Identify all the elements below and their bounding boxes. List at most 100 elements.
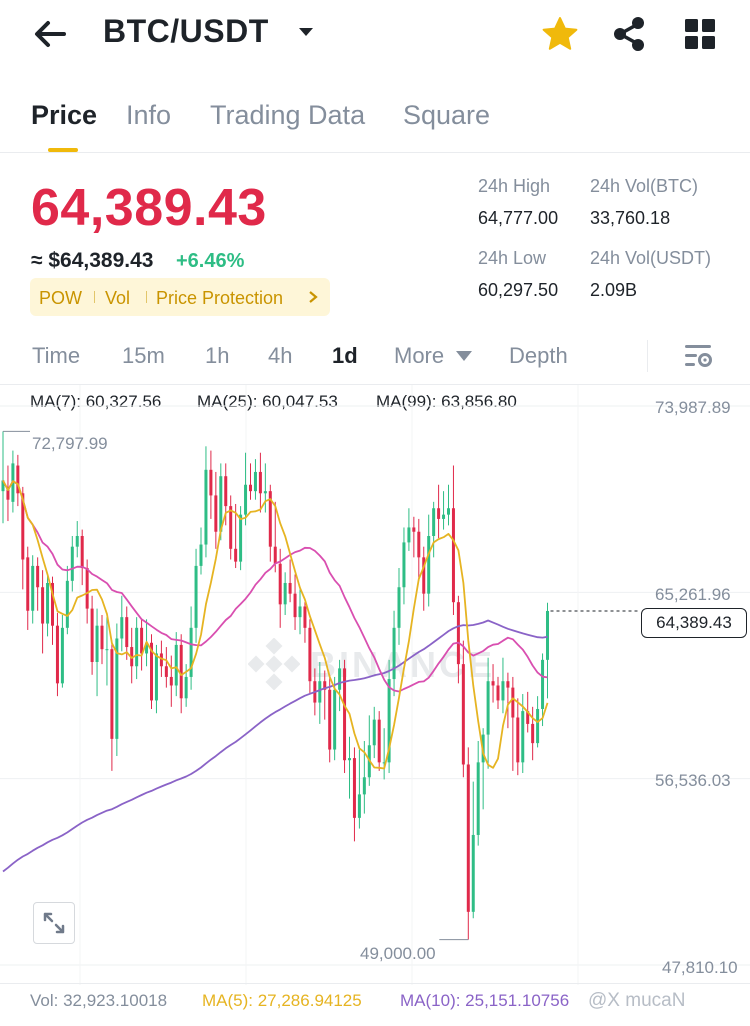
- candle-body: [41, 587, 45, 624]
- candle-body: [60, 627, 64, 684]
- candle-body: [51, 582, 54, 626]
- candle-body: [412, 527, 416, 532]
- candle-body: [333, 689, 337, 750]
- candle-body: [417, 531, 421, 558]
- interval-15m[interactable]: 15m: [122, 343, 165, 368]
- candle-body: [536, 708, 540, 744]
- tab-info[interactable]: Info: [126, 100, 172, 130]
- interval-time[interactable]: Time: [32, 343, 81, 368]
- share-icon[interactable]: [612, 16, 646, 52]
- candle-body: [372, 719, 376, 746]
- ma99-line: [2, 619, 548, 873]
- candle-body: [486, 681, 490, 735]
- tab-square[interactable]: Square: [403, 100, 491, 130]
- candle-body: [75, 536, 79, 547]
- candle-body: [506, 681, 510, 688]
- candle-body: [323, 681, 327, 690]
- candle-body: [362, 777, 366, 795]
- pair-title[interactable]: BTC/USDT: [103, 13, 269, 49]
- stat-low-label: 24h Low: [478, 248, 547, 268]
- star-icon[interactable]: [541, 16, 579, 52]
- fullscreen-button[interactable]: [33, 902, 75, 944]
- candle-body: [298, 606, 302, 618]
- candle-body: [224, 476, 228, 507]
- candle-body: [16, 465, 20, 494]
- candle-body: [189, 627, 193, 677]
- candle-body: [447, 508, 450, 515]
- candle-body: [194, 565, 198, 628]
- stat-vol-btc-value: 33,760.18: [590, 208, 671, 228]
- volume-ma10-label: MA(10): 25,151.10756: [400, 991, 570, 1010]
- candle-body: [239, 514, 243, 562]
- back-arrow-icon[interactable]: [32, 16, 68, 52]
- candle-body: [496, 685, 500, 701]
- interval-more[interactable]: More: [394, 343, 445, 368]
- tag-price-protection[interactable]: Price Protection: [156, 288, 284, 308]
- tag-divider: [94, 291, 95, 303]
- candle-body: [546, 610, 549, 660]
- candle-body: [437, 508, 441, 519]
- candlestick-chart[interactable]: [0, 385, 750, 985]
- candle-body: [229, 506, 233, 549]
- candle-body: [105, 649, 109, 651]
- candle-body: [387, 679, 391, 763]
- interval-1h[interactable]: 1h: [205, 343, 230, 368]
- grid-icon[interactable]: [684, 18, 716, 50]
- stat-low-value: 60,297.50: [478, 280, 559, 300]
- candle-body: [249, 484, 252, 492]
- tab-trading-data[interactable]: Trading Data: [210, 100, 366, 130]
- binance-logo-icon: [248, 638, 300, 690]
- candle-body: [169, 676, 173, 686]
- candle-body: [209, 469, 213, 496]
- candle-body: [432, 508, 436, 537]
- candle-body: [422, 557, 426, 594]
- caret-down-icon[interactable]: [296, 22, 316, 42]
- candle-body: [427, 536, 431, 594]
- candle-body: [278, 563, 282, 605]
- candle-body: [501, 681, 505, 701]
- fiat-price: ≈ $64,389.43: [31, 249, 154, 272]
- interval-1d[interactable]: 1d: [332, 343, 358, 368]
- divider: [647, 340, 648, 372]
- candle-body: [214, 495, 218, 532]
- tab-bar: Price Info Trading Data Square: [0, 96, 750, 153]
- candle-body: [392, 627, 396, 680]
- candle-body: [154, 653, 158, 701]
- candle-body: [471, 834, 475, 912]
- tag-bar[interactable]: POW Vol Price Protection: [30, 278, 330, 316]
- caret-down-icon[interactable]: [455, 349, 473, 363]
- stat-high-label: 24h High: [478, 176, 551, 196]
- divider: [0, 384, 750, 385]
- candle-body: [31, 565, 35, 611]
- candle-body: [283, 582, 287, 605]
- top-bar: BTC/USDT: [0, 0, 750, 72]
- candle-body: [100, 625, 104, 650]
- candle-body: [273, 546, 277, 564]
- tab-price[interactable]: Price: [31, 100, 98, 130]
- candle-body: [357, 794, 361, 818]
- chart-settings-icon[interactable]: [683, 342, 713, 370]
- candle-body: [145, 642, 149, 654]
- tag-divider: [146, 291, 147, 303]
- tag-vol[interactable]: Vol: [105, 288, 131, 308]
- candle-body: [219, 476, 223, 532]
- tag-pow[interactable]: POW: [39, 288, 82, 308]
- interval-depth[interactable]: Depth: [509, 343, 568, 368]
- candle-body: [21, 493, 25, 560]
- candle-body: [402, 542, 406, 588]
- y-axis-label: 73,987.89: [655, 398, 731, 417]
- candle-body: [451, 508, 455, 603]
- interval-4h[interactable]: 4h: [268, 343, 293, 368]
- candle-body: [1, 480, 5, 492]
- candle-body: [26, 557, 30, 611]
- price-change-percent: +6.46%: [176, 250, 245, 272]
- high-marker-label: 72,797.99: [32, 434, 108, 453]
- candle-body: [110, 649, 114, 739]
- candle-body: [65, 580, 69, 628]
- candle-body: [343, 668, 347, 761]
- candle-body: [115, 638, 119, 739]
- candle-body: [125, 617, 129, 648]
- candle-body: [204, 469, 208, 545]
- current-price-tag: 64,389.43: [641, 608, 747, 638]
- candle-body: [318, 681, 322, 703]
